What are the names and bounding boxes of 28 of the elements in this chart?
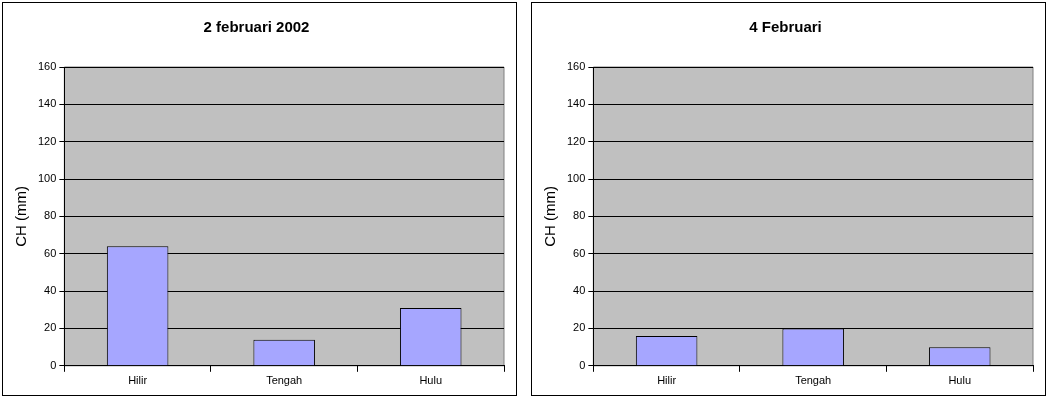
y-tick-label: 160 <box>566 60 586 73</box>
y-tick-label: 80 <box>573 209 586 222</box>
y-tick-label: 60 <box>44 246 57 259</box>
y-axis-title: CH (mm) <box>12 185 30 247</box>
y-tick-label: 20 <box>44 321 57 334</box>
x-tick-label: Tengah <box>795 374 832 387</box>
y-tick-label: 100 <box>37 172 57 185</box>
y-tick-label: 120 <box>37 134 57 147</box>
y-tick-label: 160 <box>37 60 57 73</box>
x-tick-label: Hulu <box>948 374 972 387</box>
x-tick-label: Hilir <box>657 374 677 387</box>
chart-title: 2 februari 2002 <box>203 18 310 36</box>
y-tick-label: 100 <box>566 172 586 185</box>
x-tick-label: Hulu <box>419 374 443 387</box>
chart-title: 4 Februari <box>749 18 822 36</box>
y-tick-label: 140 <box>37 97 57 110</box>
y-tick-label: 60 <box>573 246 586 259</box>
y-tick-label: 120 <box>566 134 586 147</box>
y-tick-label: 0 <box>50 358 57 371</box>
x-tick-label: Hilir <box>128 374 148 387</box>
y-tick-label: 40 <box>44 284 57 297</box>
y-tick-label: 40 <box>573 284 586 297</box>
y-axis-title: CH (mm) <box>541 185 559 247</box>
y-tick-label: 0 <box>579 358 586 371</box>
y-tick-label: 80 <box>44 209 57 222</box>
x-tick-label: Tengah <box>266 374 303 387</box>
y-tick-label: 20 <box>573 321 586 334</box>
y-tick-label: 140 <box>566 97 586 110</box>
